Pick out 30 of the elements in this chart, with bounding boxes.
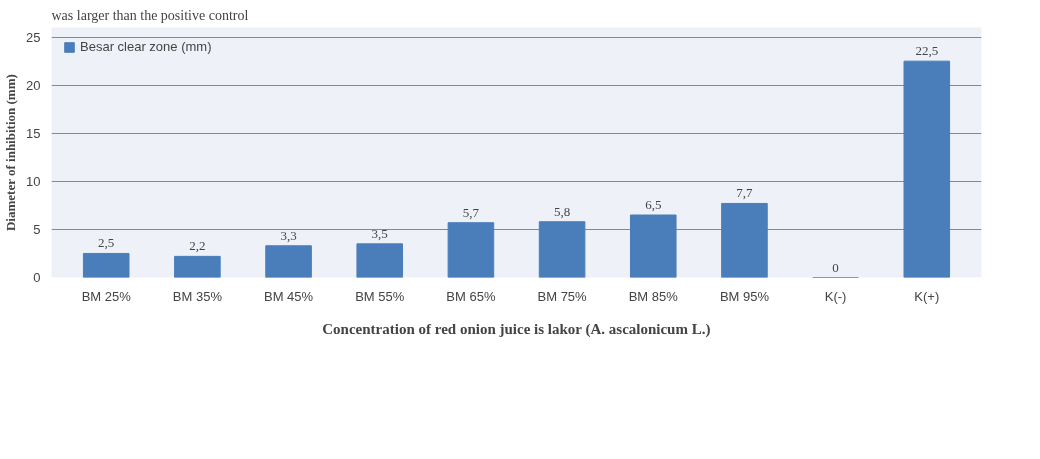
x-tick-label: BM 55% <box>355 288 405 304</box>
data-label: 7,7 <box>736 185 754 201</box>
x-tick-label: BM 35% <box>172 288 223 304</box>
x-tick-label: BM 45% <box>263 288 314 304</box>
data-label: 5,7 <box>462 204 480 220</box>
text: was larger than the positive control <box>51 7 249 23</box>
y-tick-label: 15 <box>26 125 41 141</box>
data-label: 5,8 <box>553 203 571 219</box>
x-tick-label: K(+) <box>914 288 940 304</box>
x-axis-title: Concentration of red onion juice is lakor (A. ascalonicum L.) <box>322 320 711 338</box>
x-tick-label: BM 85% <box>628 288 679 304</box>
data-label: 2,2 <box>189 238 206 254</box>
data-label: 3,3 <box>280 227 297 243</box>
x-tick-label: BM 75% <box>537 288 588 304</box>
data-label: 0 <box>832 259 839 275</box>
y-axis-title: Diameter of inhibition (mm) <box>3 74 19 232</box>
legend-label: Besar clear zone (mm) <box>80 39 212 54</box>
y-tick-label: 25 <box>26 29 41 45</box>
data-label: 22,5 <box>915 43 939 59</box>
data-label: 2,5 <box>98 235 115 251</box>
y-tick-label: 20 <box>26 77 41 93</box>
data-label: 3,5 <box>371 225 388 241</box>
data-label: 6,5 <box>645 197 662 212</box>
x-tick-label: BM 25% <box>81 288 132 304</box>
y-tick-label: 10 <box>26 173 41 189</box>
x-tick-label: BM 65% <box>446 288 496 304</box>
y-tick-label: 5 <box>33 221 41 237</box>
y-tick-label: 0 <box>33 270 41 285</box>
x-tick-label: K(-) <box>824 288 847 304</box>
x-tick-label: BM 95% <box>719 288 770 304</box>
